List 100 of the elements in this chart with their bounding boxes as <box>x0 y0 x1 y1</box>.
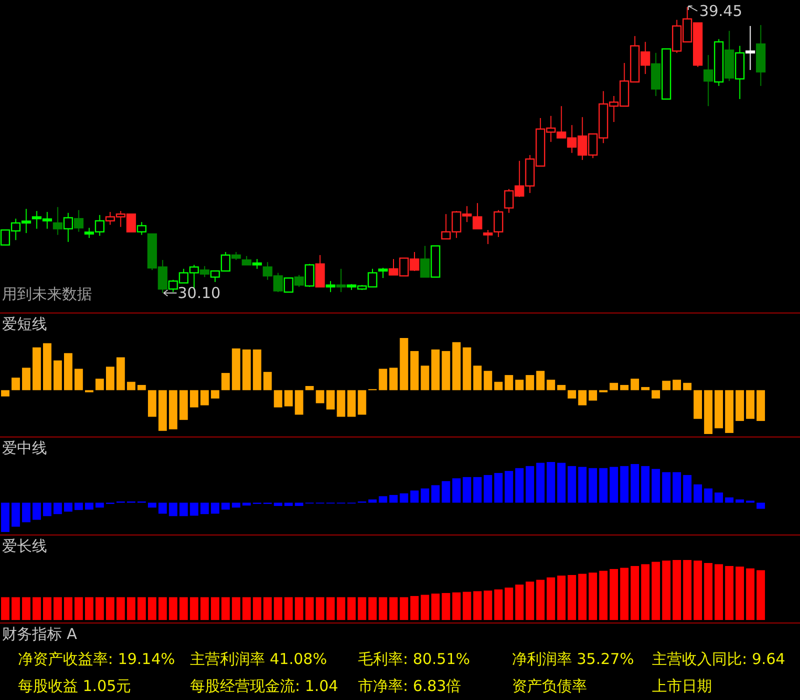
bar <box>263 372 272 390</box>
bar <box>420 594 430 620</box>
bar <box>484 370 492 390</box>
bar <box>95 597 104 620</box>
bar <box>242 597 251 620</box>
bar <box>84 502 94 510</box>
bar <box>389 368 398 390</box>
bar <box>347 597 356 620</box>
bar <box>263 597 272 620</box>
bar <box>630 378 640 390</box>
bar <box>557 462 566 503</box>
bar <box>148 597 156 620</box>
bar <box>32 502 41 520</box>
bar <box>704 390 712 434</box>
candlestick <box>745 25 756 71</box>
bar <box>179 502 188 516</box>
bar <box>672 472 682 503</box>
bar <box>54 597 62 620</box>
bar <box>504 375 514 390</box>
bar <box>106 597 114 620</box>
bar <box>168 390 178 430</box>
bar <box>620 466 629 503</box>
text: 净利润率 35.27% <box>512 650 634 668</box>
bar <box>148 502 156 508</box>
bar <box>568 390 576 399</box>
bar <box>54 360 62 390</box>
bar <box>526 375 534 390</box>
bar <box>652 390 660 399</box>
bar <box>526 582 534 620</box>
bar <box>578 466 587 503</box>
bar <box>158 502 167 514</box>
chart-title: 爱中线 <box>2 439 47 457</box>
bar <box>326 597 335 620</box>
bar <box>74 368 83 390</box>
bar <box>578 390 587 406</box>
bar <box>64 353 72 390</box>
bar <box>252 349 262 390</box>
bar <box>494 382 503 390</box>
bar <box>64 502 72 512</box>
bar <box>336 390 346 417</box>
bar <box>148 390 156 417</box>
bar <box>378 496 388 503</box>
bar <box>694 484 702 503</box>
bar <box>179 597 188 620</box>
bar <box>43 502 52 516</box>
candlestick <box>336 268 346 293</box>
bar <box>200 390 209 406</box>
bar <box>95 502 104 508</box>
bar <box>358 597 366 620</box>
bar <box>389 494 398 503</box>
bar <box>12 378 20 390</box>
bar <box>714 564 723 620</box>
bar <box>420 366 430 390</box>
bar <box>12 502 20 527</box>
bar <box>431 594 440 620</box>
bar <box>137 384 146 390</box>
bar <box>210 502 220 514</box>
chart-title: 爱短线 <box>2 315 47 333</box>
bar <box>746 568 754 620</box>
bar <box>452 478 461 503</box>
bar <box>504 588 514 620</box>
bar <box>168 502 178 516</box>
bar <box>462 592 472 620</box>
bar <box>158 597 167 620</box>
bar <box>410 351 419 390</box>
text: 毛利率: 80.51% <box>358 650 470 668</box>
bar <box>662 560 671 620</box>
bar <box>694 560 702 620</box>
bar <box>284 390 293 406</box>
annotation: 30.10 <box>178 284 221 302</box>
bar <box>641 564 650 620</box>
candlestick <box>284 277 294 293</box>
text: 净资产收益率: 19.14% <box>18 650 176 668</box>
bar <box>641 466 650 503</box>
bar <box>420 488 430 503</box>
bar <box>232 597 240 620</box>
bar <box>137 597 146 620</box>
bar <box>116 357 125 390</box>
bar <box>620 384 629 390</box>
bar <box>578 574 587 620</box>
bar <box>200 502 209 514</box>
bar <box>526 466 534 503</box>
bar <box>504 470 514 503</box>
bar <box>221 372 230 390</box>
bar <box>714 390 723 428</box>
bar <box>294 502 304 506</box>
bar <box>536 580 545 620</box>
bar <box>242 349 251 390</box>
candlestick <box>136 222 146 236</box>
bar <box>473 477 482 503</box>
bar <box>22 502 30 522</box>
bar <box>431 349 440 390</box>
bar <box>242 502 251 506</box>
bar <box>294 390 304 415</box>
bar <box>630 566 640 620</box>
bar <box>22 368 30 390</box>
candlestick <box>494 210 504 238</box>
bar <box>588 572 598 620</box>
bar <box>1 502 10 532</box>
bar <box>515 380 524 390</box>
